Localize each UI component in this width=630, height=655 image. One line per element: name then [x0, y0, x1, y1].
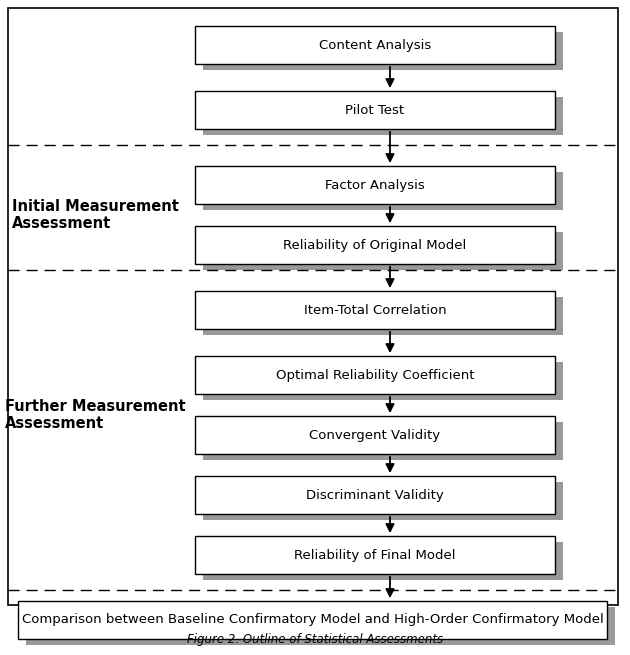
Bar	[203, 32, 563, 70]
Bar	[195, 536, 555, 574]
Bar	[195, 356, 555, 394]
Text: Factor Analysis: Factor Analysis	[325, 179, 425, 191]
Bar	[18, 601, 607, 639]
Bar	[195, 416, 555, 454]
Bar	[26, 607, 615, 645]
Text: Discriminant Validity: Discriminant Validity	[306, 489, 444, 502]
Bar	[203, 542, 563, 580]
Text: Pilot Test: Pilot Test	[345, 103, 404, 117]
Bar	[203, 297, 563, 335]
Text: Reliability of Final Model: Reliability of Final Model	[294, 548, 455, 561]
Bar	[195, 476, 555, 514]
Bar	[203, 172, 563, 210]
Bar	[195, 166, 555, 204]
Bar	[203, 482, 563, 520]
Bar	[203, 362, 563, 400]
Bar	[203, 97, 563, 135]
Bar	[203, 232, 563, 270]
Text: Reliability of Original Model: Reliability of Original Model	[284, 238, 467, 252]
Bar	[195, 91, 555, 129]
Bar	[195, 26, 555, 64]
Text: Initial Measurement
Assessment: Initial Measurement Assessment	[11, 199, 178, 231]
Bar	[195, 226, 555, 264]
Text: Figure 2. Outline of Statistical Assessments: Figure 2. Outline of Statistical Assessm…	[187, 633, 443, 646]
Bar	[203, 422, 563, 460]
Text: Content Analysis: Content Analysis	[319, 39, 431, 52]
Text: Further Measurement
Assessment: Further Measurement Assessment	[4, 399, 185, 431]
Text: Optimal Reliability Coefficient: Optimal Reliability Coefficient	[276, 369, 474, 381]
Text: Item-Total Correlation: Item-Total Correlation	[304, 303, 446, 316]
Text: Comparison between Baseline Confirmatory Model and High-Order Confirmatory Model: Comparison between Baseline Confirmatory…	[21, 614, 604, 626]
Bar	[195, 291, 555, 329]
Text: Convergent Validity: Convergent Validity	[309, 428, 440, 441]
